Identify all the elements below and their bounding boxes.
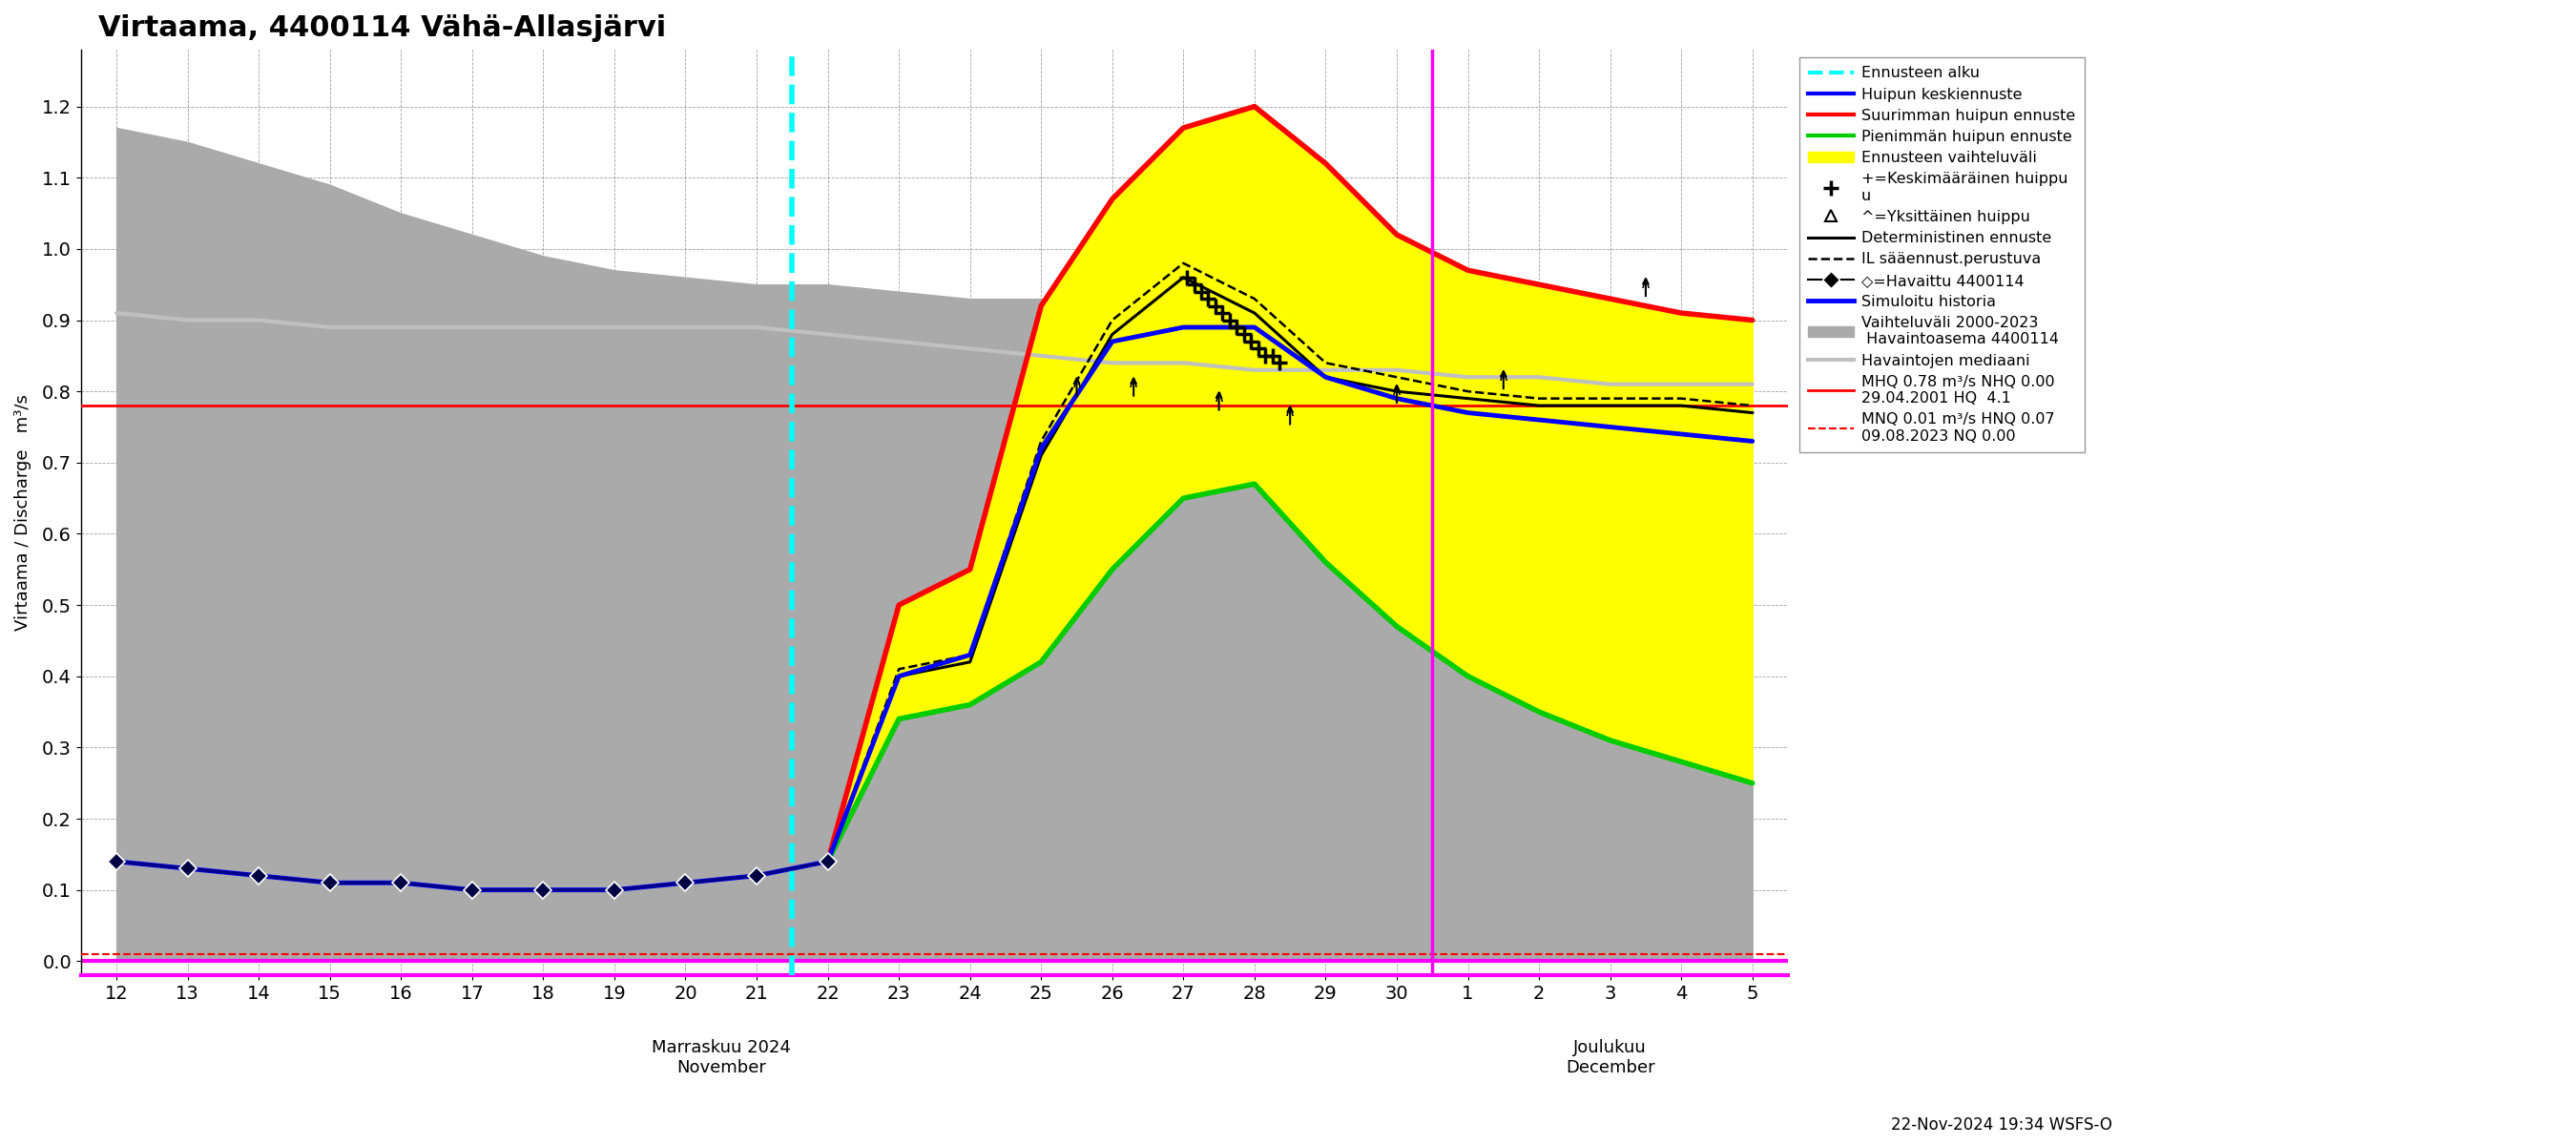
Text: ∧: ∧ (1391, 381, 1401, 398)
Text: Virtaama, 4400114 Vähä-Allasjärvi: Virtaama, 4400114 Vähä-Allasjärvi (98, 14, 667, 42)
Text: ∧: ∧ (1497, 368, 1510, 385)
Text: ∧: ∧ (1285, 403, 1296, 420)
Legend: Ennusteen alku, Huipun keskiennuste, Suurimman huipun ennuste, Pienimmän huipun : Ennusteen alku, Huipun keskiennuste, Suu… (1798, 57, 2084, 452)
Text: Marraskuu 2024
November: Marraskuu 2024 November (652, 1040, 791, 1076)
Text: ∧: ∧ (1128, 374, 1139, 392)
Text: ∧: ∧ (1072, 374, 1082, 392)
Text: Joulukuu
December: Joulukuu December (1566, 1040, 1654, 1076)
Y-axis label: Virtaama / Discharge   m³/s: Virtaama / Discharge m³/s (15, 394, 31, 631)
Text: ∧: ∧ (1213, 388, 1224, 405)
Text: ∧: ∧ (1641, 275, 1651, 292)
Text: 22-Nov-2024 19:34 WSFS-O: 22-Nov-2024 19:34 WSFS-O (1891, 1116, 2112, 1134)
